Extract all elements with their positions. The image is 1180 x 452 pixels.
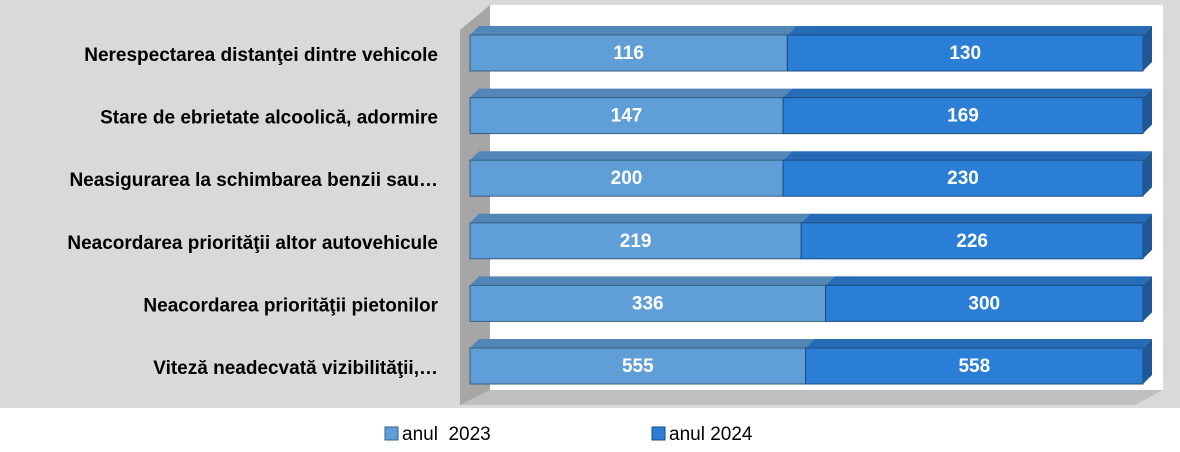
legend-swatch bbox=[651, 426, 666, 441]
value-label: 169 bbox=[947, 106, 979, 127]
value-label: 336 bbox=[632, 293, 664, 314]
legend-label: anul 2023 bbox=[402, 424, 491, 445]
value-label: 555 bbox=[622, 356, 654, 377]
bar-segment bbox=[469, 276, 835, 322]
bar-front bbox=[800, 222, 1144, 260]
bar-top bbox=[470, 151, 793, 161]
value-label: 230 bbox=[947, 168, 979, 189]
bar-segment bbox=[469, 88, 793, 135]
bar-segment bbox=[469, 213, 811, 260]
bar-top bbox=[470, 213, 811, 223]
floor bbox=[460, 390, 1163, 405]
bar-top bbox=[825, 276, 1152, 286]
bar-segment bbox=[469, 26, 797, 72]
value-label: 300 bbox=[968, 293, 1000, 314]
bar-top bbox=[470, 26, 797, 35]
bar-front bbox=[782, 97, 1144, 135]
bar-top bbox=[470, 339, 815, 348]
bar-segment bbox=[800, 213, 1152, 260]
value-label: 200 bbox=[611, 168, 643, 189]
bar-front bbox=[469, 284, 827, 322]
bar-segment bbox=[469, 339, 815, 385]
bar-end bbox=[1143, 151, 1152, 197]
bar-segment bbox=[825, 276, 1152, 322]
bar-end bbox=[1143, 26, 1152, 71]
category-label: Stare de ebrietate alcoolică, adormire bbox=[100, 108, 438, 129]
value-label: 130 bbox=[949, 43, 981, 64]
category-label: Neasigurarea la schimbarea benzii sau… bbox=[69, 170, 438, 191]
bar-segment bbox=[782, 88, 1152, 135]
bar-front bbox=[469, 34, 788, 72]
bar-top bbox=[470, 276, 835, 286]
value-label: 219 bbox=[620, 231, 652, 252]
bar-front bbox=[825, 284, 1144, 322]
bar-end bbox=[1143, 276, 1152, 322]
category-label: Neacordarea priorităţii altor autovehicu… bbox=[67, 233, 438, 254]
bar-front bbox=[469, 222, 802, 260]
bar-front bbox=[805, 347, 1144, 385]
bar-top bbox=[783, 88, 1152, 98]
category-label: Viteză neadecvată vizibilităţii,… bbox=[153, 358, 438, 379]
legend-label: anul 2024 bbox=[669, 424, 753, 445]
legend-swatch bbox=[384, 426, 399, 441]
bar-front bbox=[469, 347, 807, 385]
bar-end bbox=[1143, 339, 1152, 384]
value-label: 147 bbox=[611, 106, 643, 127]
bar-segment bbox=[805, 339, 1152, 385]
value-label: 558 bbox=[958, 356, 990, 377]
bar-top bbox=[805, 339, 1152, 348]
bar-front bbox=[469, 97, 784, 135]
value-label: 116 bbox=[613, 43, 644, 64]
value-label: 226 bbox=[956, 231, 988, 252]
category-label: Neacordarea priorităţii pietonilor bbox=[143, 295, 438, 316]
bar-end bbox=[1143, 213, 1152, 259]
bar-top bbox=[783, 151, 1152, 161]
bar-segment bbox=[786, 26, 1152, 72]
bar-end bbox=[1143, 88, 1152, 134]
bar-top bbox=[470, 88, 793, 98]
bar-top bbox=[787, 26, 1152, 35]
category-label: Nerespectarea distanţei dintre vehicole bbox=[84, 45, 438, 66]
bar-top bbox=[801, 213, 1152, 223]
bar-segment bbox=[782, 151, 1152, 197]
